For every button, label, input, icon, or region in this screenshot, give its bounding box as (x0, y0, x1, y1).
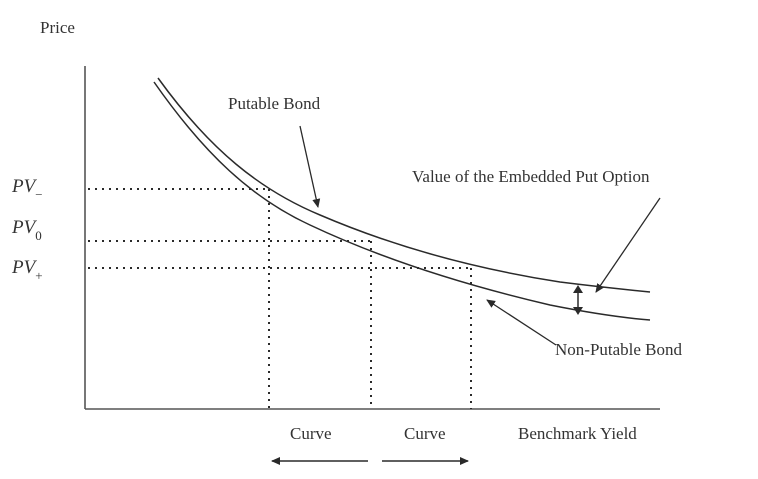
pv-plus-label: PV+ (12, 257, 43, 283)
pv-zero-label: PV0 (12, 217, 42, 243)
y-axis-label: Price (40, 18, 75, 37)
putable-bond-arrow (299, 125, 321, 208)
putable-bond-curve (157, 77, 651, 293)
non-putable-bond-label: Non-Putable Bond (555, 340, 683, 359)
putable-bond-label: Putable Bond (228, 94, 321, 113)
non-putable-bond-curve (153, 81, 651, 321)
dotted-guides (88, 188, 472, 409)
option-value-arrow (595, 197, 661, 293)
option-value-label: Value of the Embedded Put Option (412, 167, 650, 186)
option-value-double-arrow (573, 285, 583, 315)
pv-minus-label: PV− (12, 176, 43, 202)
non-putable-bond-arrow (486, 299, 557, 346)
curve-shift-right-label: Curve (404, 424, 446, 443)
x-axis-label: Benchmark Yield (518, 424, 637, 443)
curve-shift-left-label: Curve (290, 424, 332, 443)
